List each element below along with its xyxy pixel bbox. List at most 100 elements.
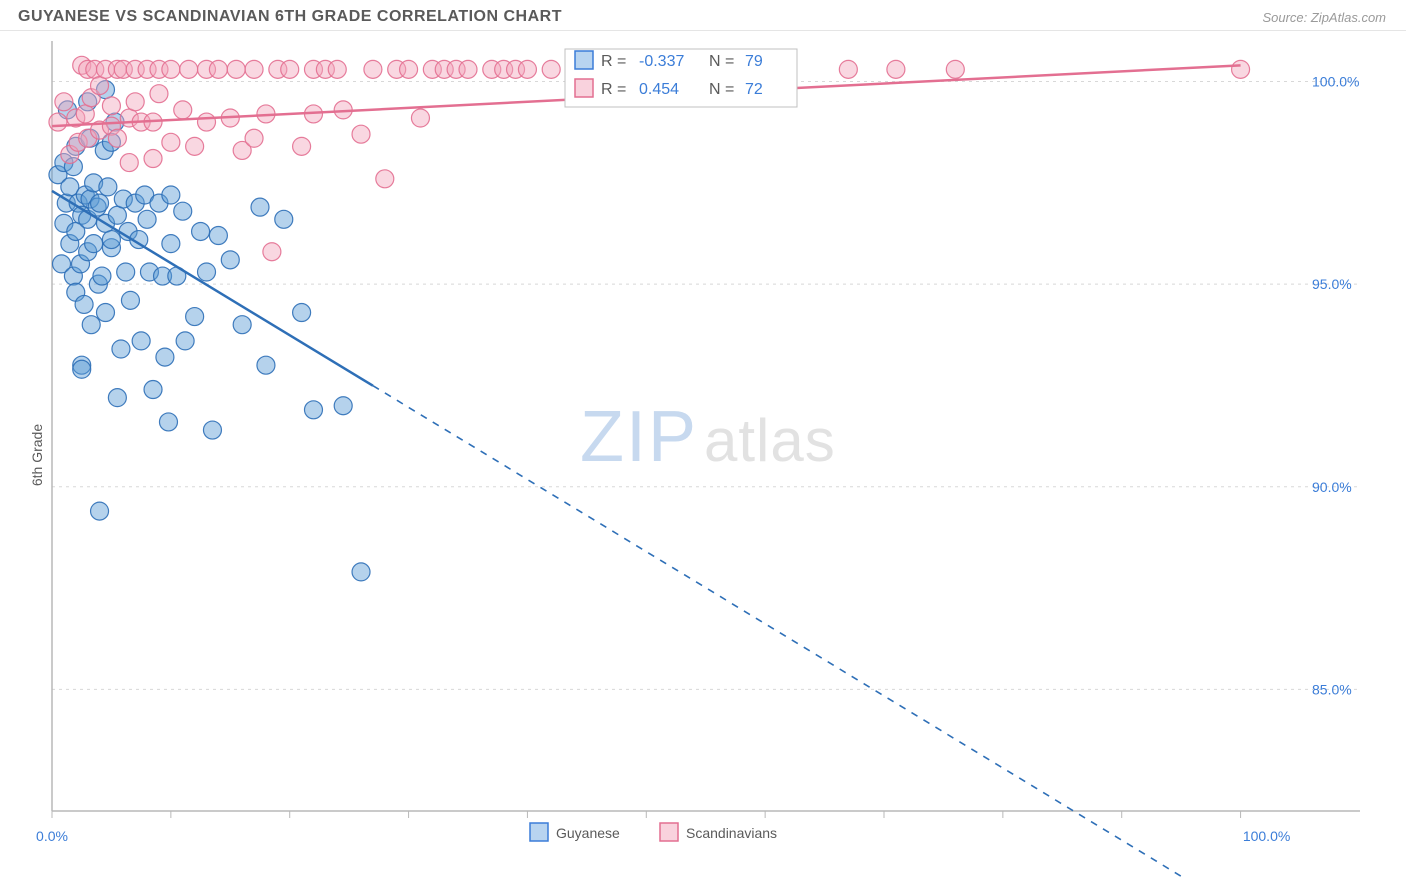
scatter-chart: 85.0%90.0%95.0%100.0%ZIPatlas0.0%100.0%R… xyxy=(0,31,1406,879)
data-point xyxy=(85,235,103,253)
y-tick-label: 100.0% xyxy=(1312,74,1359,90)
data-point xyxy=(209,60,227,78)
data-point xyxy=(162,60,180,78)
data-point xyxy=(126,93,144,111)
corr-n-label: N = xyxy=(709,53,734,70)
data-point xyxy=(162,186,180,204)
data-point xyxy=(352,563,370,581)
data-point xyxy=(293,137,311,155)
data-point xyxy=(192,222,210,240)
data-point xyxy=(281,60,299,78)
data-point xyxy=(49,113,67,131)
data-point xyxy=(162,235,180,253)
data-point xyxy=(263,243,281,261)
data-point xyxy=(93,267,111,285)
data-point xyxy=(304,401,322,419)
chart-title: GUYANESE VS SCANDINAVIAN 6TH GRADE CORRE… xyxy=(18,8,562,26)
chart-header: GUYANESE VS SCANDINAVIAN 6TH GRADE CORRE… xyxy=(0,0,1406,31)
legend-label: Guyanese xyxy=(556,825,620,841)
data-point xyxy=(328,60,346,78)
data-point xyxy=(102,97,120,115)
corr-n-label: N = xyxy=(709,81,734,98)
data-point xyxy=(400,60,418,78)
data-point xyxy=(376,170,394,188)
data-point xyxy=(245,129,263,147)
data-point xyxy=(144,381,162,399)
data-point xyxy=(221,251,239,269)
data-point xyxy=(364,60,382,78)
data-point xyxy=(144,150,162,168)
data-point xyxy=(99,178,117,196)
corr-n-value: 79 xyxy=(745,53,763,70)
data-point xyxy=(108,129,126,147)
data-point xyxy=(159,413,177,431)
data-point xyxy=(121,291,139,309)
data-point xyxy=(518,60,536,78)
data-point xyxy=(156,348,174,366)
data-point xyxy=(251,198,269,216)
data-point xyxy=(198,263,216,281)
legend-label: Scandinavians xyxy=(686,825,777,841)
chart-source: Source: ZipAtlas.com xyxy=(1262,10,1386,25)
data-point xyxy=(233,316,251,334)
data-point xyxy=(186,308,204,326)
legend-swatch xyxy=(575,51,593,69)
y-tick-label: 95.0% xyxy=(1312,276,1352,292)
svg-text:ZIP: ZIP xyxy=(580,397,698,477)
data-point xyxy=(352,125,370,143)
data-point xyxy=(117,263,135,281)
data-point xyxy=(120,154,138,172)
data-point xyxy=(150,85,168,103)
data-point xyxy=(542,60,560,78)
legend-swatch xyxy=(660,823,678,841)
data-point xyxy=(293,304,311,322)
data-point xyxy=(198,113,216,131)
data-point xyxy=(108,389,126,407)
data-point xyxy=(1232,60,1250,78)
data-point xyxy=(82,316,100,334)
data-point xyxy=(275,210,293,228)
data-point xyxy=(55,93,73,111)
series-guyanese xyxy=(49,81,370,581)
data-point xyxy=(887,60,905,78)
corr-r-label: R = xyxy=(601,53,626,70)
data-point xyxy=(186,137,204,155)
x-tick-label: 100.0% xyxy=(1243,828,1290,844)
data-point xyxy=(180,60,198,78)
corr-n-value: 72 xyxy=(745,81,763,98)
data-point xyxy=(174,202,192,220)
svg-text:atlas: atlas xyxy=(704,407,836,474)
corr-r-value: -0.337 xyxy=(639,53,684,70)
data-point xyxy=(76,105,94,123)
data-point xyxy=(257,356,275,374)
x-tick-label: 0.0% xyxy=(36,828,68,844)
data-point xyxy=(102,231,120,249)
data-point xyxy=(946,60,964,78)
data-point xyxy=(91,194,109,212)
data-point xyxy=(334,397,352,415)
data-point xyxy=(91,502,109,520)
data-point xyxy=(209,227,227,245)
corr-r-label: R = xyxy=(601,81,626,98)
data-point xyxy=(96,304,114,322)
data-point xyxy=(411,109,429,127)
data-point xyxy=(162,133,180,151)
legend-swatch xyxy=(530,823,548,841)
data-point xyxy=(132,332,150,350)
data-point xyxy=(227,60,245,78)
legend-swatch xyxy=(575,79,593,97)
data-point xyxy=(459,60,477,78)
chart-area: 6th Grade 85.0%90.0%95.0%100.0%ZIPatlas0… xyxy=(0,31,1406,879)
data-point xyxy=(112,340,130,358)
data-point xyxy=(176,332,194,350)
data-point xyxy=(91,77,109,95)
data-point xyxy=(138,210,156,228)
data-point xyxy=(839,60,857,78)
data-point xyxy=(174,101,192,119)
data-point xyxy=(203,421,221,439)
y-tick-label: 90.0% xyxy=(1312,479,1352,495)
data-point xyxy=(108,206,126,224)
corr-r-value: 0.454 xyxy=(639,81,679,98)
data-point xyxy=(73,360,91,378)
data-point xyxy=(245,60,263,78)
